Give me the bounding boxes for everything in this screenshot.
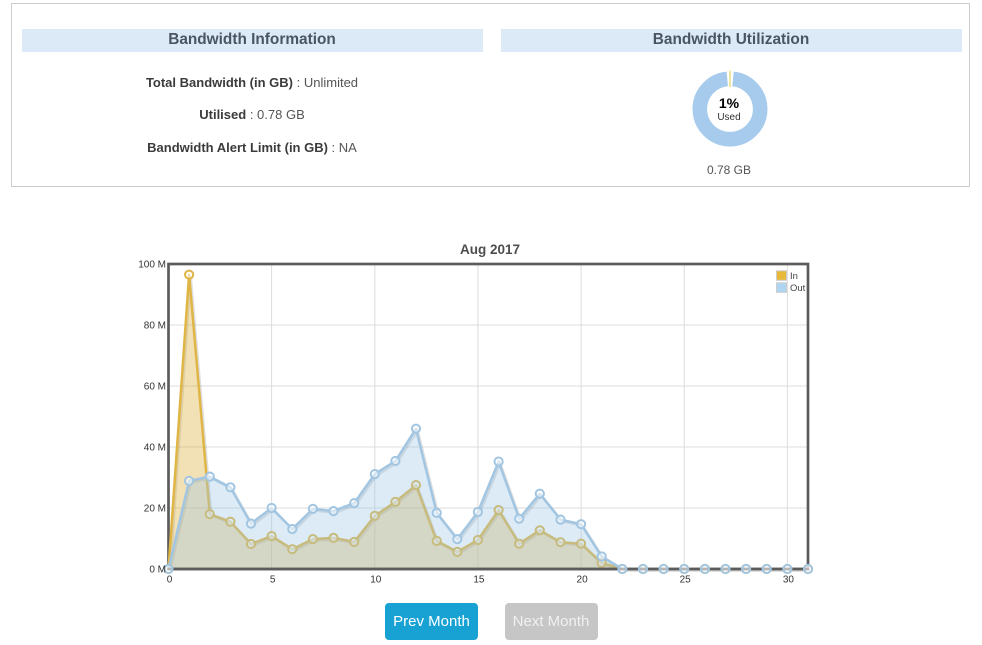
svg-text:Out: Out (790, 283, 806, 294)
svg-text:40 M: 40 M (144, 443, 166, 454)
svg-text:0 M: 0 M (149, 565, 166, 576)
svg-text:Aug 2017: Aug 2017 (460, 242, 520, 257)
svg-text:5: 5 (270, 575, 276, 586)
svg-text:80 M: 80 M (144, 321, 166, 332)
svg-text:60 M: 60 M (144, 382, 166, 393)
svg-text:30: 30 (783, 575, 795, 586)
svg-text:20 M: 20 M (144, 504, 166, 515)
svg-text:100 M: 100 M (138, 260, 166, 271)
svg-text:20: 20 (577, 575, 589, 586)
svg-text:0: 0 (167, 575, 173, 586)
svg-text:In: In (790, 271, 798, 282)
svg-text:15: 15 (473, 575, 485, 586)
svg-text:10: 10 (370, 575, 382, 586)
svg-text:25: 25 (680, 575, 692, 586)
